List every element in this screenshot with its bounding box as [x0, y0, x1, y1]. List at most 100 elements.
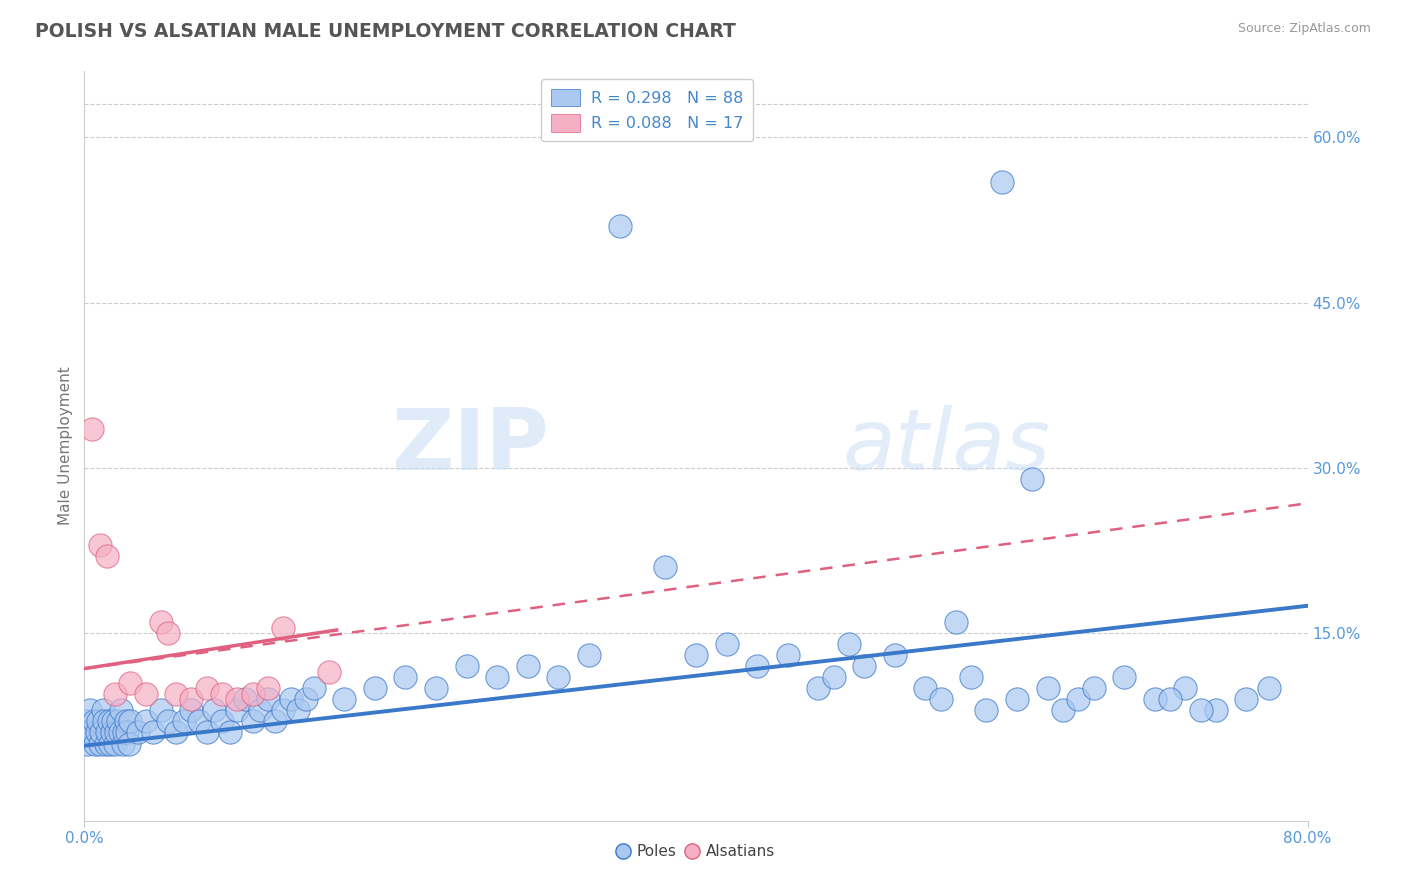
- Point: [226, 692, 249, 706]
- Point: [1005, 692, 1028, 706]
- Point: [233, 692, 256, 706]
- Point: [264, 714, 287, 729]
- Point: [242, 714, 264, 729]
- Point: [976, 703, 998, 717]
- Point: [75, 714, 97, 729]
- Point: [218, 725, 240, 739]
- Point: [685, 648, 707, 663]
- Point: [142, 725, 165, 739]
- Point: [80, 422, 103, 436]
- Point: [89, 538, 111, 552]
- Point: [90, 725, 112, 739]
- Point: [195, 725, 218, 739]
- Point: [112, 725, 135, 739]
- Legend: Poles, Alsatians: Poles, Alsatians: [610, 838, 782, 865]
- Point: [96, 725, 118, 739]
- Text: Source: ZipAtlas.com: Source: ZipAtlas.com: [1237, 22, 1371, 36]
- Point: [87, 714, 110, 729]
- Point: [853, 659, 876, 673]
- Point: [1143, 692, 1166, 706]
- Point: [1236, 692, 1258, 706]
- Point: [609, 219, 631, 233]
- Point: [86, 725, 108, 739]
- Point: [287, 703, 309, 717]
- Point: [1258, 681, 1281, 696]
- Point: [103, 714, 125, 729]
- Point: [149, 615, 172, 630]
- Point: [807, 681, 830, 696]
- Point: [108, 725, 131, 739]
- Point: [257, 681, 280, 696]
- Point: [115, 725, 138, 739]
- Point: [195, 681, 218, 696]
- Point: [226, 703, 249, 717]
- Point: [249, 703, 271, 717]
- Point: [578, 648, 600, 663]
- Point: [991, 175, 1014, 189]
- Point: [93, 714, 115, 729]
- Point: [823, 670, 845, 684]
- Point: [114, 714, 136, 729]
- Point: [547, 670, 569, 684]
- Point: [914, 681, 936, 696]
- Point: [1189, 703, 1212, 717]
- Point: [89, 737, 111, 751]
- Point: [1205, 703, 1227, 717]
- Point: [118, 737, 141, 751]
- Point: [149, 703, 172, 717]
- Point: [838, 637, 860, 651]
- Point: [1083, 681, 1105, 696]
- Point: [79, 703, 101, 717]
- Point: [84, 737, 107, 751]
- Point: [180, 692, 202, 706]
- Text: ZIP: ZIP: [391, 404, 550, 488]
- Point: [76, 737, 98, 751]
- Point: [157, 626, 180, 640]
- Point: [80, 725, 103, 739]
- Point: [110, 703, 132, 717]
- Point: [945, 615, 967, 630]
- Point: [883, 648, 905, 663]
- Point: [1159, 692, 1181, 706]
- Point: [280, 692, 302, 706]
- Point: [165, 725, 187, 739]
- Point: [960, 670, 983, 684]
- Point: [776, 648, 799, 663]
- Point: [456, 659, 478, 673]
- Point: [1067, 692, 1090, 706]
- Point: [83, 714, 105, 729]
- Point: [1174, 681, 1197, 696]
- Point: [1114, 670, 1136, 684]
- Point: [94, 737, 117, 751]
- Point: [257, 692, 280, 706]
- Point: [157, 714, 180, 729]
- Point: [135, 687, 157, 701]
- Point: [173, 714, 195, 729]
- Point: [91, 703, 114, 717]
- Y-axis label: Male Unemployment: Male Unemployment: [58, 367, 73, 525]
- Point: [105, 725, 128, 739]
- Point: [135, 714, 157, 729]
- Point: [111, 737, 134, 751]
- Point: [271, 621, 294, 635]
- Point: [165, 687, 187, 701]
- Point: [425, 681, 447, 696]
- Point: [486, 670, 509, 684]
- Point: [318, 665, 340, 679]
- Point: [1036, 681, 1059, 696]
- Point: [211, 687, 233, 701]
- Point: [120, 714, 142, 729]
- Point: [716, 637, 738, 651]
- Point: [516, 659, 538, 673]
- Text: POLISH VS ALSATIAN MALE UNEMPLOYMENT CORRELATION CHART: POLISH VS ALSATIAN MALE UNEMPLOYMENT COR…: [35, 22, 735, 41]
- Point: [101, 725, 124, 739]
- Point: [97, 714, 120, 729]
- Point: [120, 676, 142, 690]
- Point: [333, 692, 356, 706]
- Point: [242, 687, 264, 701]
- Point: [77, 725, 100, 739]
- Point: [211, 714, 233, 729]
- Point: [104, 737, 127, 751]
- Point: [394, 670, 416, 684]
- Point: [98, 737, 121, 751]
